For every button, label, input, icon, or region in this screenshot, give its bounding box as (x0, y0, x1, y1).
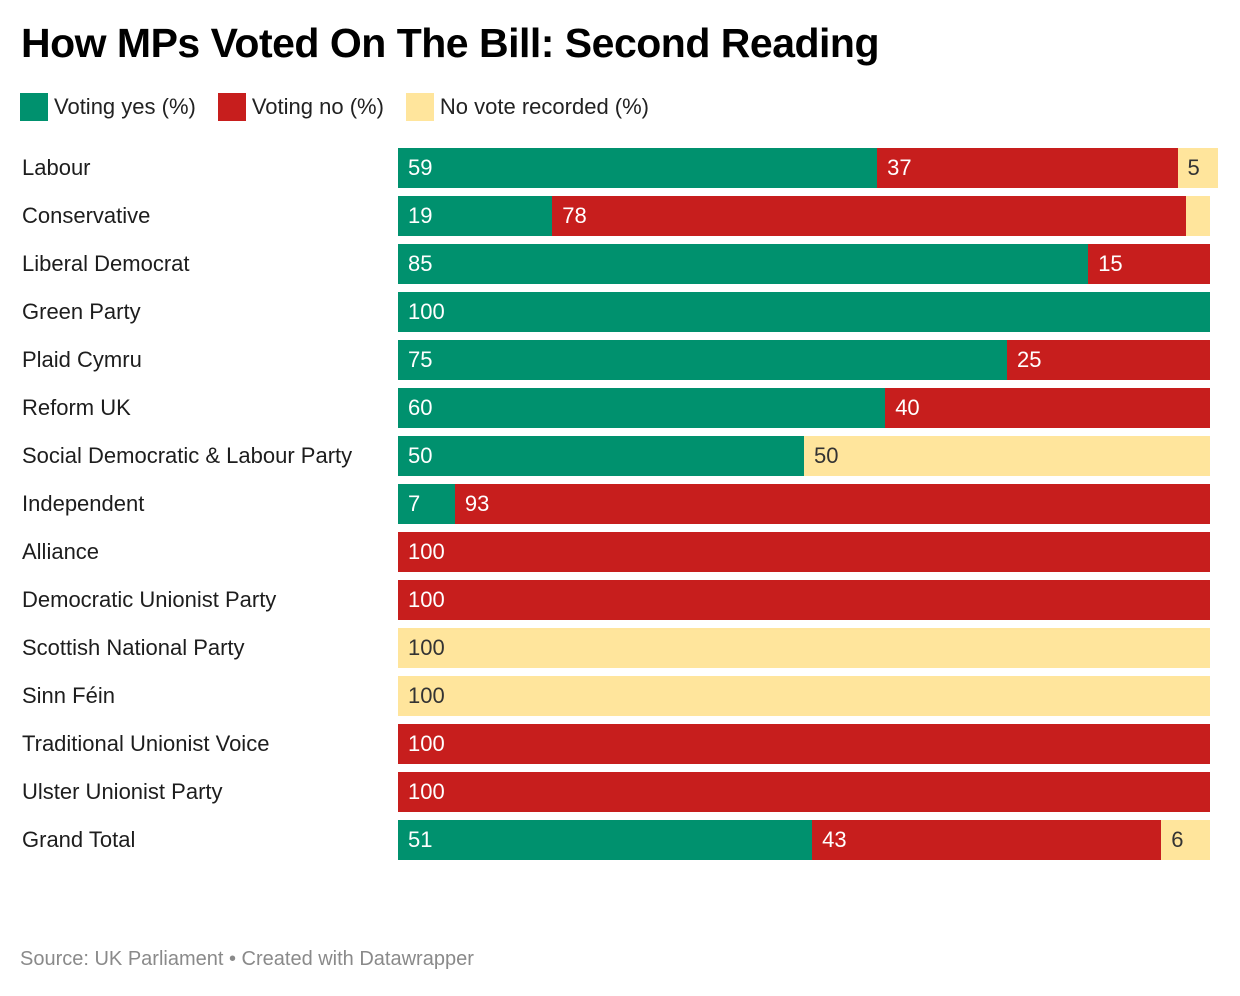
data-label-yes: 85 (408, 251, 433, 276)
row-label-social-democratic-labour-party: Social Democratic & Labour Party (22, 443, 353, 468)
legend-swatch-no (217, 93, 246, 121)
bar-segment-no-vote (1185, 196, 1210, 236)
row-label-green-party: Green Party (22, 299, 141, 324)
data-label-no: 37 (887, 155, 912, 180)
bar-segment-no-vote (1177, 148, 1219, 188)
stacked-bar-chart: Labour 59 37 5 Conservative 19 78 Liberal Democ… (22, 148, 1219, 860)
bar-segment-no (812, 820, 1162, 860)
row-label-grand-total: Grand Total (22, 827, 136, 852)
source-footer: Source: UK Parliament • Created with Dat… (20, 948, 474, 970)
legend-label-no-vote: No vote recorded (%) (439, 94, 650, 119)
bar-segment-no (398, 532, 1210, 572)
bar-segment-yes (398, 340, 1007, 380)
bar-segment-no (454, 484, 1210, 524)
row-label-democratic-unionist-party: Democratic Unionist Party (22, 587, 277, 612)
legend-swatch-yes (20, 93, 48, 121)
legend-label-yes: Voting yes (%) (54, 94, 196, 119)
data-label-no: 100 (408, 587, 445, 612)
legend-item-no: Voting no (%) (217, 93, 384, 121)
data-label-no: 15 (1098, 251, 1123, 276)
data-label-no-vote: 50 (814, 443, 839, 468)
data-label-no: 100 (408, 731, 445, 756)
data-label-no-vote: 100 (408, 635, 445, 660)
bar-segment-no (398, 580, 1210, 620)
bar-segment-yes (398, 388, 886, 428)
bar-segment-no-vote (398, 676, 1210, 716)
data-label-no: 78 (562, 203, 587, 228)
row-label-liberal-democrat: Liberal Democrat (22, 251, 190, 276)
row-label-ulster-unionist-party: Ulster Unionist Party (22, 779, 223, 804)
bar-segment-no-vote (804, 436, 1210, 476)
legend: Voting yes (%) Voting no (%) No vote rec… (20, 92, 671, 122)
data-label-no: 93 (464, 491, 490, 516)
bar-segment-yes (398, 292, 1210, 332)
bar-segment-no (877, 148, 1178, 188)
data-label-yes: 75 (408, 347, 433, 372)
row-label-scottish-national-party: Scottish National Party (22, 635, 245, 660)
data-label-no: 100 (408, 539, 445, 564)
legend-item-yes: Voting yes (%) (20, 93, 196, 121)
data-label-no: 25 (1017, 347, 1042, 372)
row-label-conservative: Conservative (22, 203, 151, 228)
bar-segment-yes (398, 148, 878, 188)
bar-segment-yes (398, 484, 455, 524)
data-label-yes: 100 (408, 299, 445, 324)
bar-segment-no (552, 196, 1186, 236)
data-label-yes: 50 (408, 443, 433, 468)
data-label-yes: 60 (408, 395, 433, 420)
data-label-no: 100 (408, 779, 445, 804)
row-label-traditional-unionist-voice: Traditional Unionist Voice (22, 731, 270, 756)
data-label-no: 40 (895, 395, 920, 420)
bar-segment-no (398, 724, 1210, 764)
legend-label-no: Voting no (%) (251, 94, 384, 119)
data-label-no: 43 (822, 827, 847, 852)
bar-segment-no (1088, 244, 1210, 284)
data-label-no-vote: 5 (1187, 155, 1200, 180)
bar-segment-no-vote (1161, 820, 1210, 860)
bar-segment-no-vote (398, 628, 1210, 668)
data-label-yes: 19 (408, 203, 433, 228)
bar-segment-no (398, 772, 1210, 812)
data-label-no-vote: 6 (1171, 827, 1184, 852)
row-label-alliance: Alliance (22, 539, 100, 564)
legend-swatch-no-vote (405, 93, 434, 121)
bar-segment-no (1007, 340, 1210, 380)
row-label-labour: Labour (22, 155, 91, 180)
row-label-plaid-cymru: Plaid Cymru (22, 347, 142, 372)
bar-segment-yes (398, 436, 804, 476)
bar-segment-no (885, 388, 1210, 428)
bar-segment-yes (398, 196, 553, 236)
data-label-yes: 51 (408, 827, 433, 852)
row-label-sinn-f-in: Sinn Féin (22, 683, 115, 708)
data-label-yes: 59 (408, 155, 433, 180)
data-label-yes: 7 (408, 491, 421, 516)
bar-segment-yes (398, 820, 813, 860)
row-label-independent: Independent (22, 491, 145, 516)
legend-item-no-vote: No vote recorded (%) (405, 93, 650, 121)
bar-segment-yes (398, 244, 1089, 284)
data-label-no-vote: 100 (408, 683, 445, 708)
chart-title: How MPs Voted On The Bill: Second Readin… (21, 20, 880, 66)
row-label-reform-uk: Reform UK (22, 395, 131, 420)
